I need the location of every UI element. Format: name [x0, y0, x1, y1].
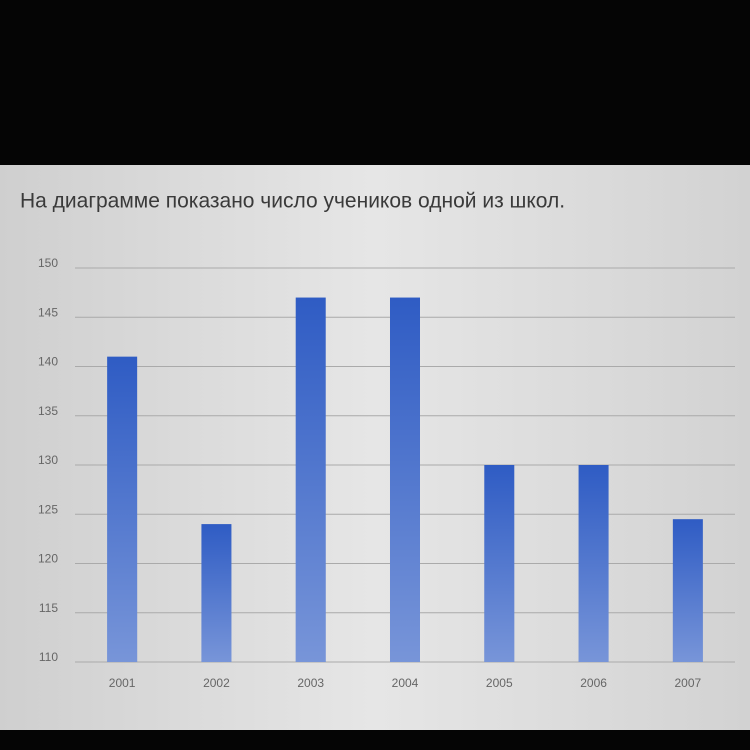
x-tick-label: 2004 — [392, 676, 419, 690]
y-tick-label: 150 — [38, 256, 58, 270]
y-tick-label: 140 — [38, 355, 58, 369]
y-tick-label: 115 — [39, 601, 58, 615]
y-tick-label: 145 — [38, 305, 58, 319]
y-tick-label: 130 — [38, 453, 58, 467]
x-tick-label: 2003 — [297, 676, 324, 690]
x-tick-label: 2001 — [109, 676, 136, 690]
bar-shade — [107, 356, 138, 662]
y-tick-label: 135 — [38, 404, 58, 418]
chart-title: На диаграмме показано число учеников одн… — [20, 190, 565, 213]
x-tick-label: 2006 — [580, 676, 607, 690]
bar-shade — [484, 465, 515, 662]
x-tick-label: 2007 — [675, 676, 702, 690]
bar-shade — [295, 297, 326, 662]
bar-shade — [201, 524, 232, 662]
bar-shade — [578, 465, 609, 662]
y-tick-label: 120 — [38, 552, 58, 566]
y-tick-label: 125 — [38, 502, 58, 516]
y-tick-label: 110 — [39, 650, 58, 664]
x-tick-label: 2002 — [203, 676, 230, 690]
x-tick-label: 2005 — [486, 676, 513, 690]
bar-shade — [672, 519, 703, 662]
bar-shade — [390, 297, 420, 662]
